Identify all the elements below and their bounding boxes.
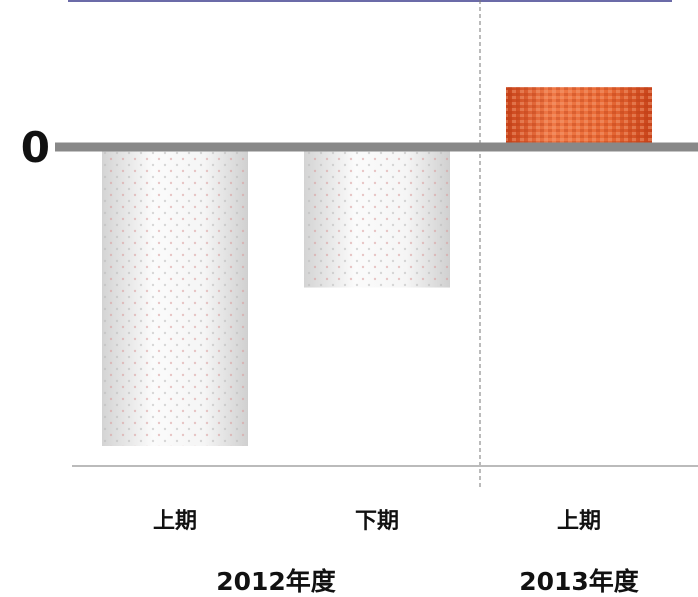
- bar-positive: [506, 87, 652, 147]
- x-tick-label: 上期: [557, 509, 601, 534]
- group-label: 2012年度: [216, 567, 336, 596]
- labels-layer: 上期 下期 上期 2012年度 2013年度: [153, 509, 639, 596]
- group-label: 2013年度: [519, 567, 639, 596]
- y-tick-label: 0: [21, 123, 50, 172]
- bars-layer: [102, 87, 652, 446]
- bar-negative: [304, 147, 450, 288]
- bar-negative: [102, 147, 248, 446]
- bar-texture: [506, 87, 652, 147]
- x-tick-label: 下期: [355, 509, 399, 534]
- bar-texture: [304, 147, 450, 288]
- bar-texture: [102, 147, 248, 446]
- x-tick-label: 上期: [153, 509, 197, 534]
